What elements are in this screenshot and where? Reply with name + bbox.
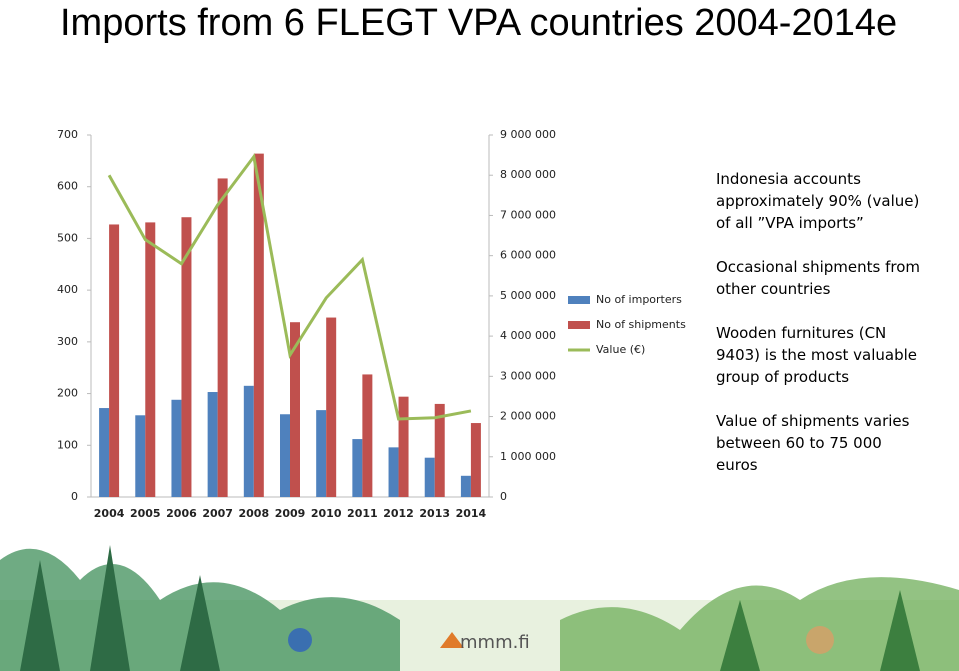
bar — [135, 415, 146, 497]
bar — [470, 423, 481, 497]
bar — [171, 399, 182, 497]
bar — [109, 224, 120, 498]
logo-mark — [440, 632, 464, 648]
landscape — [0, 545, 959, 671]
bar — [145, 222, 156, 497]
trees — [20, 545, 220, 671]
x-tick-label: 2011 — [347, 507, 378, 520]
y-tick-label: 400 — [57, 283, 78, 296]
bar — [99, 408, 110, 497]
logo: mmm.fi — [460, 632, 530, 653]
y2-tick-label: 4 000 000 — [500, 329, 556, 342]
x-tick-label: 2014 — [456, 507, 487, 520]
y-tick-label: 500 — [57, 231, 78, 244]
bar — [460, 475, 471, 497]
x-tick-label: 2006 — [166, 507, 197, 520]
bar — [207, 392, 218, 497]
y2-tick-label: 9 000 000 — [500, 128, 556, 141]
bar — [388, 447, 399, 497]
bar — [326, 317, 337, 497]
line-series — [107, 153, 472, 421]
bar — [424, 457, 435, 497]
note: Indonesia accounts approximately 90% (va… — [716, 170, 920, 232]
y-tick-label: 600 — [57, 180, 78, 193]
bar — [352, 439, 363, 497]
x-tick-label: 2009 — [275, 507, 306, 520]
y2-tick-label: 2 000 000 — [500, 410, 556, 423]
legend-label: No of shipments — [596, 318, 686, 331]
y-tick-label: 100 — [57, 438, 78, 451]
x-tick-label: 2012 — [383, 507, 414, 520]
x-tick-label: 2004 — [94, 507, 125, 520]
bar — [181, 217, 192, 497]
y-tick-label: 700 — [57, 128, 78, 141]
mushroom — [806, 626, 834, 654]
bar — [434, 403, 445, 497]
trees — [720, 590, 920, 671]
note: Occasional shipments from other countrie… — [716, 258, 921, 298]
y2-tick-label: 3 000 000 — [500, 369, 556, 382]
hills — [560, 577, 959, 671]
bar — [217, 178, 228, 497]
legend-swatch — [568, 296, 590, 304]
y2-tick-label: 5 000 000 — [500, 289, 556, 302]
y2-tick-label: 7 000 000 — [500, 208, 556, 221]
bar — [316, 410, 327, 497]
x-tick-label: 2007 — [202, 507, 233, 520]
y-tick-label: 200 — [57, 387, 78, 400]
x-tick-label: 2005 — [130, 507, 161, 520]
y2-tick-label: 1 000 000 — [500, 450, 556, 463]
x-tick-label: 2008 — [239, 507, 270, 520]
slide-title: Imports from 6 FLEGT VPA countries 2004-… — [60, 2, 898, 44]
bar — [243, 385, 254, 497]
legend-label: Value (€) — [596, 343, 645, 356]
y-tick-label: 0 — [71, 490, 78, 503]
legend-swatch — [568, 321, 590, 329]
y2-tick-label: 0 — [500, 490, 507, 503]
note: Value of shipments varies between 60 to … — [716, 412, 910, 474]
y2-tick-label: 6 000 000 — [500, 249, 556, 262]
notes: Indonesia accounts approximately 90% (va… — [716, 168, 921, 498]
legend-label: No of importers — [596, 293, 682, 306]
bar — [290, 322, 300, 497]
bar — [398, 396, 409, 497]
y-tick-label: 300 — [57, 335, 78, 348]
x-tick-label: 2010 — [311, 507, 342, 520]
bar — [253, 153, 264, 498]
bar — [280, 414, 290, 497]
x-tick-label: 2013 — [419, 507, 450, 520]
bar — [362, 374, 373, 497]
y2-tick-label: 8 000 000 — [500, 168, 556, 181]
note: Wooden furnitures (CN 9403) is the most … — [716, 324, 918, 386]
berry — [288, 628, 312, 652]
